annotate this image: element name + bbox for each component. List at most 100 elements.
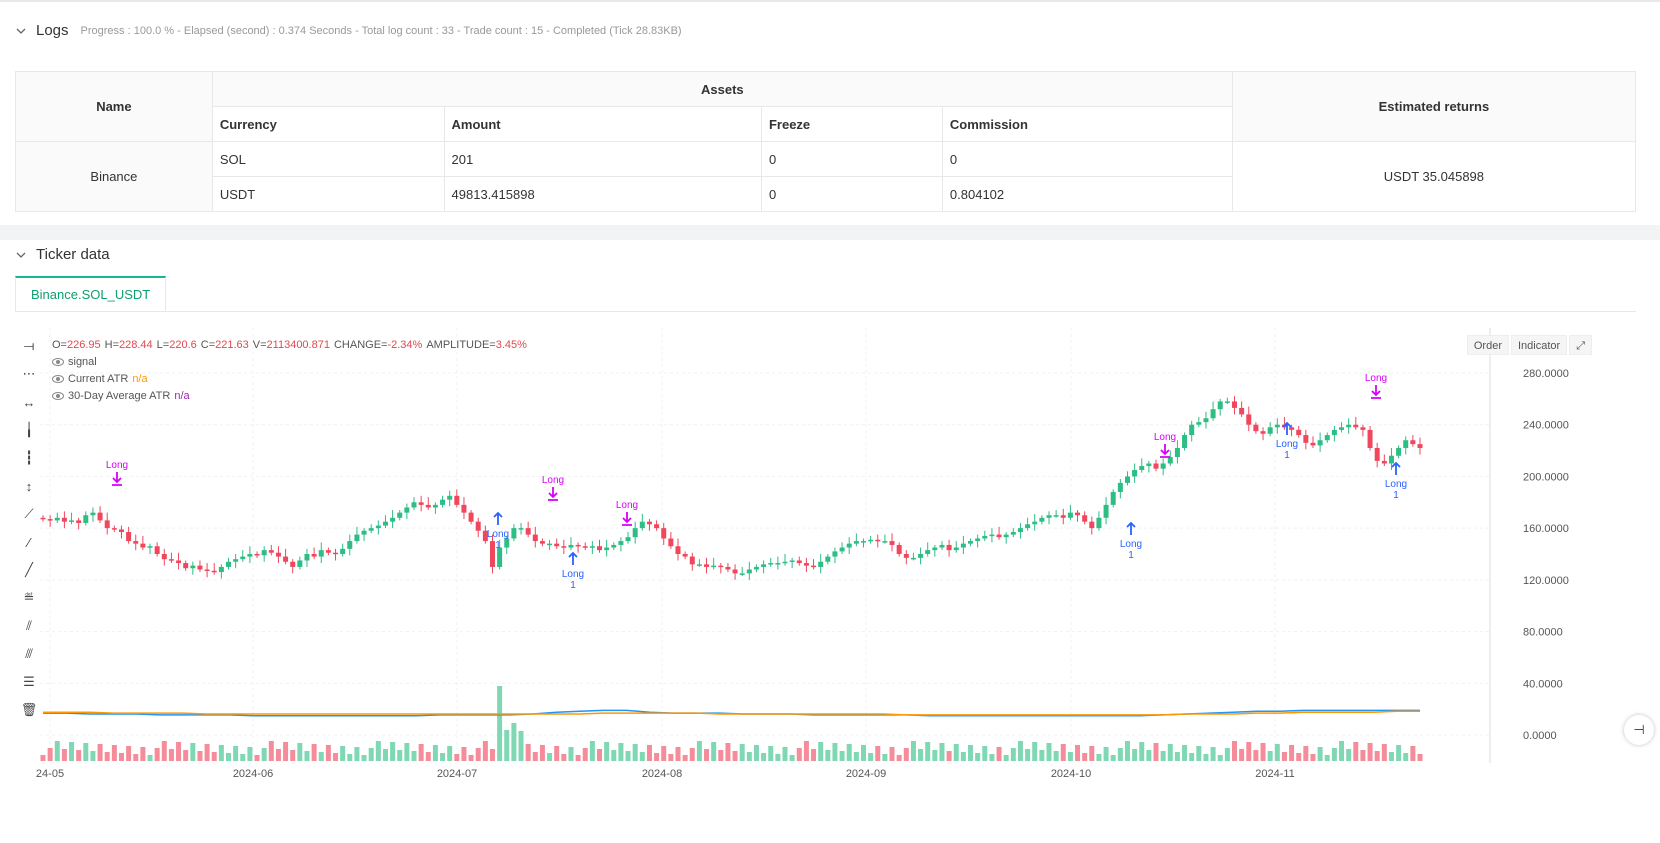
volume-bar	[1239, 749, 1245, 761]
candle-body	[832, 551, 838, 557]
eye-icon[interactable]	[52, 374, 64, 383]
candle-body	[1174, 447, 1180, 458]
candle-body	[133, 541, 139, 544]
cell-currency: USDT	[211, 176, 445, 212]
candle-body	[240, 556, 246, 560]
candle-body	[889, 541, 895, 545]
chevron-down-icon[interactable]	[16, 250, 26, 260]
trade-label: Long	[1120, 539, 1142, 550]
candlestick-chart[interactable]: 280.0000 240.0000 200.0000 160.0000 120.0000…	[15, 328, 1640, 838]
candle-body	[1160, 463, 1166, 469]
candle-body	[618, 541, 624, 545]
segment-line-icon[interactable]: ╱	[25, 562, 33, 577]
eye-icon[interactable]	[52, 391, 64, 400]
volume-bar	[1310, 754, 1316, 761]
candle-body	[1060, 515, 1066, 518]
volume-bar	[147, 755, 153, 761]
candle-body	[604, 547, 610, 551]
volume-bar	[1417, 754, 1423, 761]
eye-icon[interactable]	[52, 357, 64, 366]
volume-bar	[1189, 753, 1195, 761]
horizontal-ray-icon[interactable]: ⟞	[23, 338, 35, 353]
volume-bar	[811, 749, 817, 761]
returns-header: Estimated returns	[1231, 71, 1637, 142]
volume-bar	[803, 741, 809, 761]
volume-bar	[1053, 751, 1059, 761]
candle-body	[532, 534, 538, 542]
candle-body	[1096, 517, 1102, 529]
x-tick-label: 24-05	[36, 768, 64, 780]
candle-body	[183, 563, 189, 569]
ray-line-icon[interactable]: ⁄	[27, 534, 31, 550]
candle-body	[682, 554, 688, 557]
volume-bar	[639, 752, 645, 761]
candle-body	[1260, 431, 1266, 434]
trade-label: Long	[1385, 479, 1407, 490]
vertical-segment-icon[interactable]: ↕	[25, 478, 33, 494]
indicator-button[interactable]: Indicator	[1510, 335, 1568, 355]
volume-bar	[1110, 755, 1116, 761]
price-line-icon[interactable]: ≝	[23, 590, 35, 605]
volume-bar	[247, 747, 253, 761]
volume-bar	[1289, 745, 1295, 761]
volume-bar	[1096, 754, 1102, 761]
candle-body	[982, 535, 988, 539]
candle-body	[711, 565, 717, 568]
vertical-line-icon[interactable]: ┇	[25, 450, 33, 465]
candle-body	[76, 520, 82, 523]
candle-body	[732, 569, 738, 574]
candle-body	[1310, 442, 1316, 446]
volume-bar	[932, 750, 938, 761]
logs-header[interactable]: Logs Progress : 100.0 % - Elapsed (secon…	[16, 22, 682, 39]
ticker-header[interactable]: Ticker data	[16, 246, 110, 263]
fib-retracement-icon[interactable]: ☰	[23, 674, 35, 689]
legend-signal[interactable]: signal	[52, 353, 531, 370]
candle-body	[1353, 424, 1359, 428]
cell-freeze: 0	[760, 176, 943, 212]
legend-avg-atr[interactable]: 30-Day Average ATR n/a	[52, 387, 531, 404]
trash-icon[interactable]: 🗑	[20, 702, 38, 717]
volume-bar	[375, 741, 381, 761]
volume-bar	[218, 745, 224, 761]
trade-qty: 1	[495, 540, 501, 551]
candle-body	[375, 525, 381, 529]
volume-bar	[889, 747, 895, 761]
volume-bar	[468, 755, 474, 761]
volume-bar	[532, 752, 538, 761]
fib-channel-icon[interactable]: ⫻	[25, 646, 33, 661]
volume-bar	[297, 743, 303, 761]
vertical-ray-icon[interactable]: ╽	[25, 422, 33, 437]
fullscreen-icon[interactable]: ⤢	[1569, 335, 1592, 355]
ohlc-readout: O= 226.95 H= 228.44 L= 220.6 C= 221.63 V= 2113400…	[52, 336, 531, 353]
tab-sol-usdt[interactable]: Binance.SOL_USDT	[15, 276, 167, 312]
candle-body	[910, 557, 916, 560]
side-panel-icon[interactable]: ⊣	[1624, 715, 1654, 745]
parallel-channel-icon[interactable]: ⫽	[26, 618, 32, 633]
horizontal-segment-icon[interactable]: ↔	[22, 394, 36, 410]
candle-body	[311, 554, 317, 557]
horizontal-line-icon[interactable]: ⋯	[22, 366, 36, 381]
volume-bar	[126, 746, 132, 761]
assets-header: Assets	[211, 71, 1233, 107]
volume-bar	[489, 749, 495, 761]
cell-commission: 0.804102	[941, 176, 1233, 212]
volume-bar	[69, 742, 75, 761]
volume-bar	[333, 753, 339, 761]
trend-line-icon[interactable]: ⟋	[24, 506, 34, 521]
candle-body	[696, 564, 702, 566]
col-currency: Currency	[211, 106, 445, 142]
volume-bar	[1281, 752, 1287, 761]
chevron-down-icon[interactable]	[16, 26, 26, 36]
table-row: Binance SOL 201 0 0 USDT 35.045898	[15, 141, 1637, 212]
volume-bar	[204, 744, 210, 761]
volume-bar	[382, 749, 388, 761]
estimated-returns-value: USDT 35.045898	[1231, 141, 1637, 212]
volume-bar	[775, 754, 781, 761]
legend-current-atr[interactable]: Current ATR n/a	[52, 370, 531, 387]
volume-bar	[732, 751, 738, 761]
candle-body	[1010, 532, 1016, 535]
order-button[interactable]: Order	[1466, 335, 1509, 355]
candle-body	[918, 554, 924, 558]
candle-body	[646, 521, 652, 525]
candle-body	[589, 546, 595, 548]
